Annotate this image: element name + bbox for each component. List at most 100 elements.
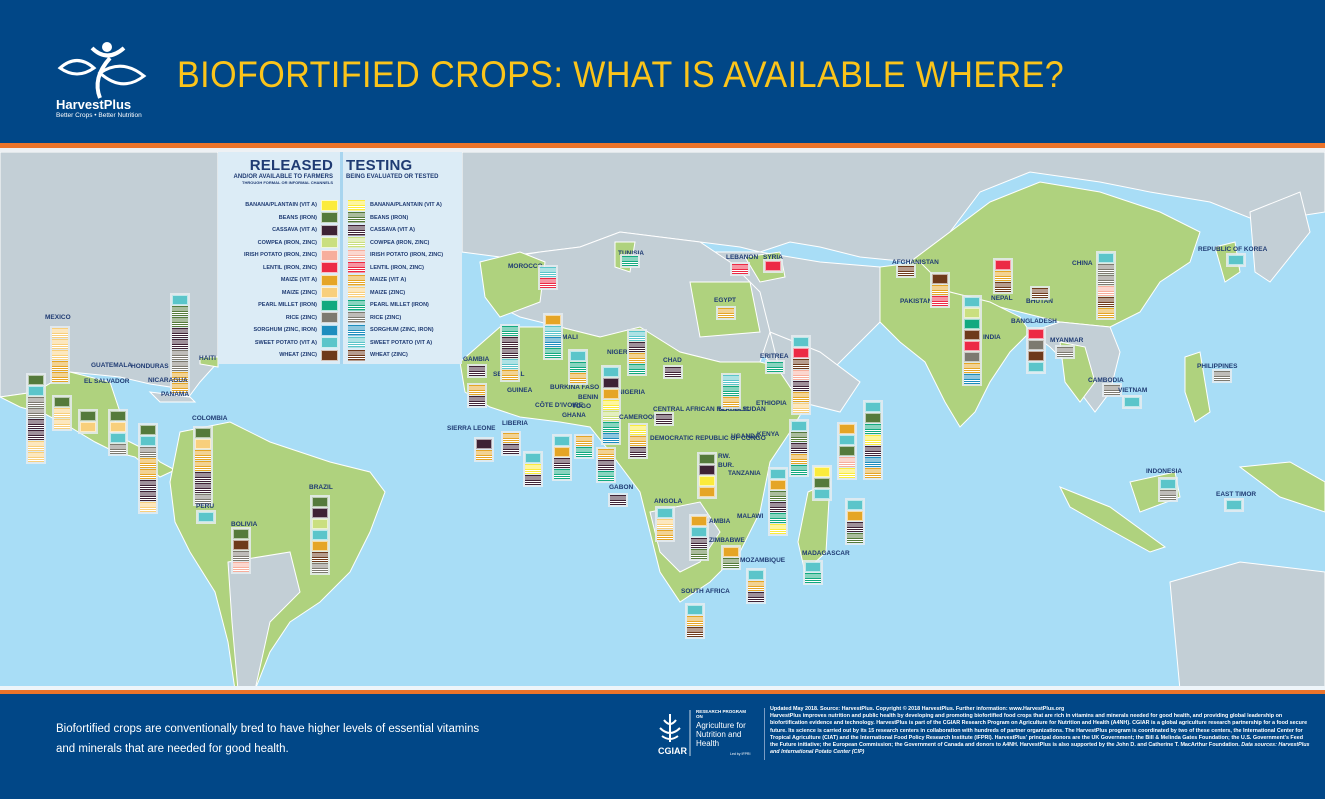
legend-released-swatch [321, 312, 338, 323]
country-label: PHILIPPINES [1197, 363, 1238, 370]
released-crop-swatch [570, 351, 586, 361]
country-crop-box [655, 506, 675, 542]
legend-testing-item: SWEET POTATO (VIT A) [348, 337, 432, 349]
cgiar-research-label: RESEARCH PROGRAM ON [696, 709, 747, 719]
country-label: ZAMBIA [705, 518, 731, 525]
testing-crop-swatch [140, 469, 156, 479]
testing-crop-swatch [195, 461, 211, 471]
legend-released-swatch [321, 199, 338, 211]
testing-crop-swatch [732, 264, 748, 274]
testing-crop-swatch [502, 348, 518, 358]
country-crop-box [1158, 477, 1178, 502]
country-label: INDONESIA [1146, 468, 1183, 475]
legend-testing-swatch [348, 224, 365, 236]
testing-crop-swatch [312, 552, 328, 562]
testing-crop-swatch [1098, 275, 1114, 285]
released-crop-swatch [172, 295, 188, 305]
legend-testing-item: IRISH POTATO (IRON, ZINC) [348, 249, 443, 261]
testing-crop-swatch [691, 549, 707, 559]
released-crop-swatch [1228, 255, 1244, 265]
country-crop-box [552, 434, 572, 481]
country-crop-box [721, 373, 741, 409]
testing-crop-swatch [503, 444, 519, 454]
country-label: SIERRA LEONE [447, 425, 496, 432]
released-crop-swatch [691, 516, 707, 526]
testing-crop-swatch [28, 452, 44, 462]
country-crop-box [791, 335, 811, 415]
country-label: LEBANON [726, 254, 759, 261]
legend-released-item: PEARL MILLET (IRON) [218, 299, 338, 311]
country-label: LIBERIA [502, 420, 528, 427]
released-crop-swatch [723, 547, 739, 557]
country-crop-box [193, 426, 213, 506]
cgiar-logo-icon: CGIAR [658, 710, 691, 756]
released-crop-swatch [839, 424, 855, 434]
legend-released-label: COWPEA (IRON, ZINC) [257, 239, 317, 246]
country-crop-box [523, 451, 543, 487]
country-label: COLOMBIA [192, 415, 228, 422]
testing-crop-swatch [28, 441, 44, 451]
country-crop-box [310, 495, 330, 575]
country-crop-box [596, 447, 616, 483]
testing-crop-swatch [791, 443, 807, 453]
country-crop-box [620, 254, 640, 268]
testing-crop-swatch [1057, 347, 1073, 357]
testing-crop-swatch [932, 285, 948, 295]
legend-released-label: SORGHUM (ZINC, IRON) [253, 327, 317, 333]
testing-crop-swatch [629, 342, 645, 352]
page-title: BIOFORTIFIED CROPS: WHAT IS AVAILABLE WH… [177, 54, 1065, 95]
country-label: NIGERIA [618, 389, 646, 396]
country-crop-box [601, 365, 621, 445]
testing-crop-swatch [656, 414, 672, 424]
testing-crop-swatch [52, 372, 68, 382]
country-crop-box [543, 313, 563, 360]
testing-crop-swatch [195, 483, 211, 493]
testing-crop-swatch [657, 519, 673, 529]
country-crop-box [568, 349, 588, 385]
testing-crop-swatch [932, 296, 948, 306]
testing-crop-swatch [233, 562, 249, 572]
testing-crop-swatch [793, 370, 809, 380]
country-label: AFGHANISTAN [892, 259, 939, 266]
legend-testing-label: SWEET POTATO (VIT A) [370, 339, 433, 346]
testing-crop-swatch [312, 563, 328, 573]
testing-crop-swatch [195, 472, 211, 482]
legend-released-item: LENTIL (IRON, ZINC) [218, 262, 338, 274]
testing-crop-swatch [770, 513, 786, 523]
country-label: KENYA [757, 431, 780, 438]
released-crop-swatch [233, 529, 249, 539]
testing-crop-swatch [865, 468, 881, 478]
testing-crop-swatch [898, 266, 914, 276]
testing-crop-swatch [570, 373, 586, 383]
legend-released-label: CASSAVA (VIT A) [272, 227, 317, 233]
country-crop-box [138, 423, 158, 514]
country-label: EGYPT [714, 297, 737, 304]
released-crop-swatch [964, 297, 980, 307]
released-crop-swatch [1028, 340, 1044, 350]
testing-crop-swatch [687, 627, 703, 637]
testing-crop-swatch [469, 385, 485, 395]
testing-crop-swatch [865, 457, 881, 467]
country-crop-box [765, 360, 785, 374]
legend-testing-label: PEARL MILLET (IRON) [370, 302, 429, 308]
testing-crop-swatch [630, 436, 646, 446]
country-crop-box [26, 373, 46, 464]
country-label: GABON [609, 484, 634, 491]
legend-released-swatch [321, 349, 338, 361]
country-label: SYRIA [763, 254, 783, 261]
country-crop-box [803, 560, 823, 585]
released-crop-swatch [603, 378, 619, 388]
country-crop-box [685, 603, 705, 639]
testing-crop-swatch [52, 350, 68, 360]
country-crop-box [837, 422, 857, 480]
released-crop-swatch [476, 439, 492, 449]
released-crop-swatch [198, 512, 214, 522]
country-label: GHANA [562, 412, 586, 419]
testing-crop-swatch [964, 374, 980, 384]
country-crop-box [108, 409, 128, 456]
released-crop-swatch [312, 541, 328, 551]
testing-crop-swatch [140, 480, 156, 490]
testing-crop-swatch [793, 392, 809, 402]
country-crop-box [574, 434, 594, 459]
testing-crop-swatch [629, 364, 645, 374]
